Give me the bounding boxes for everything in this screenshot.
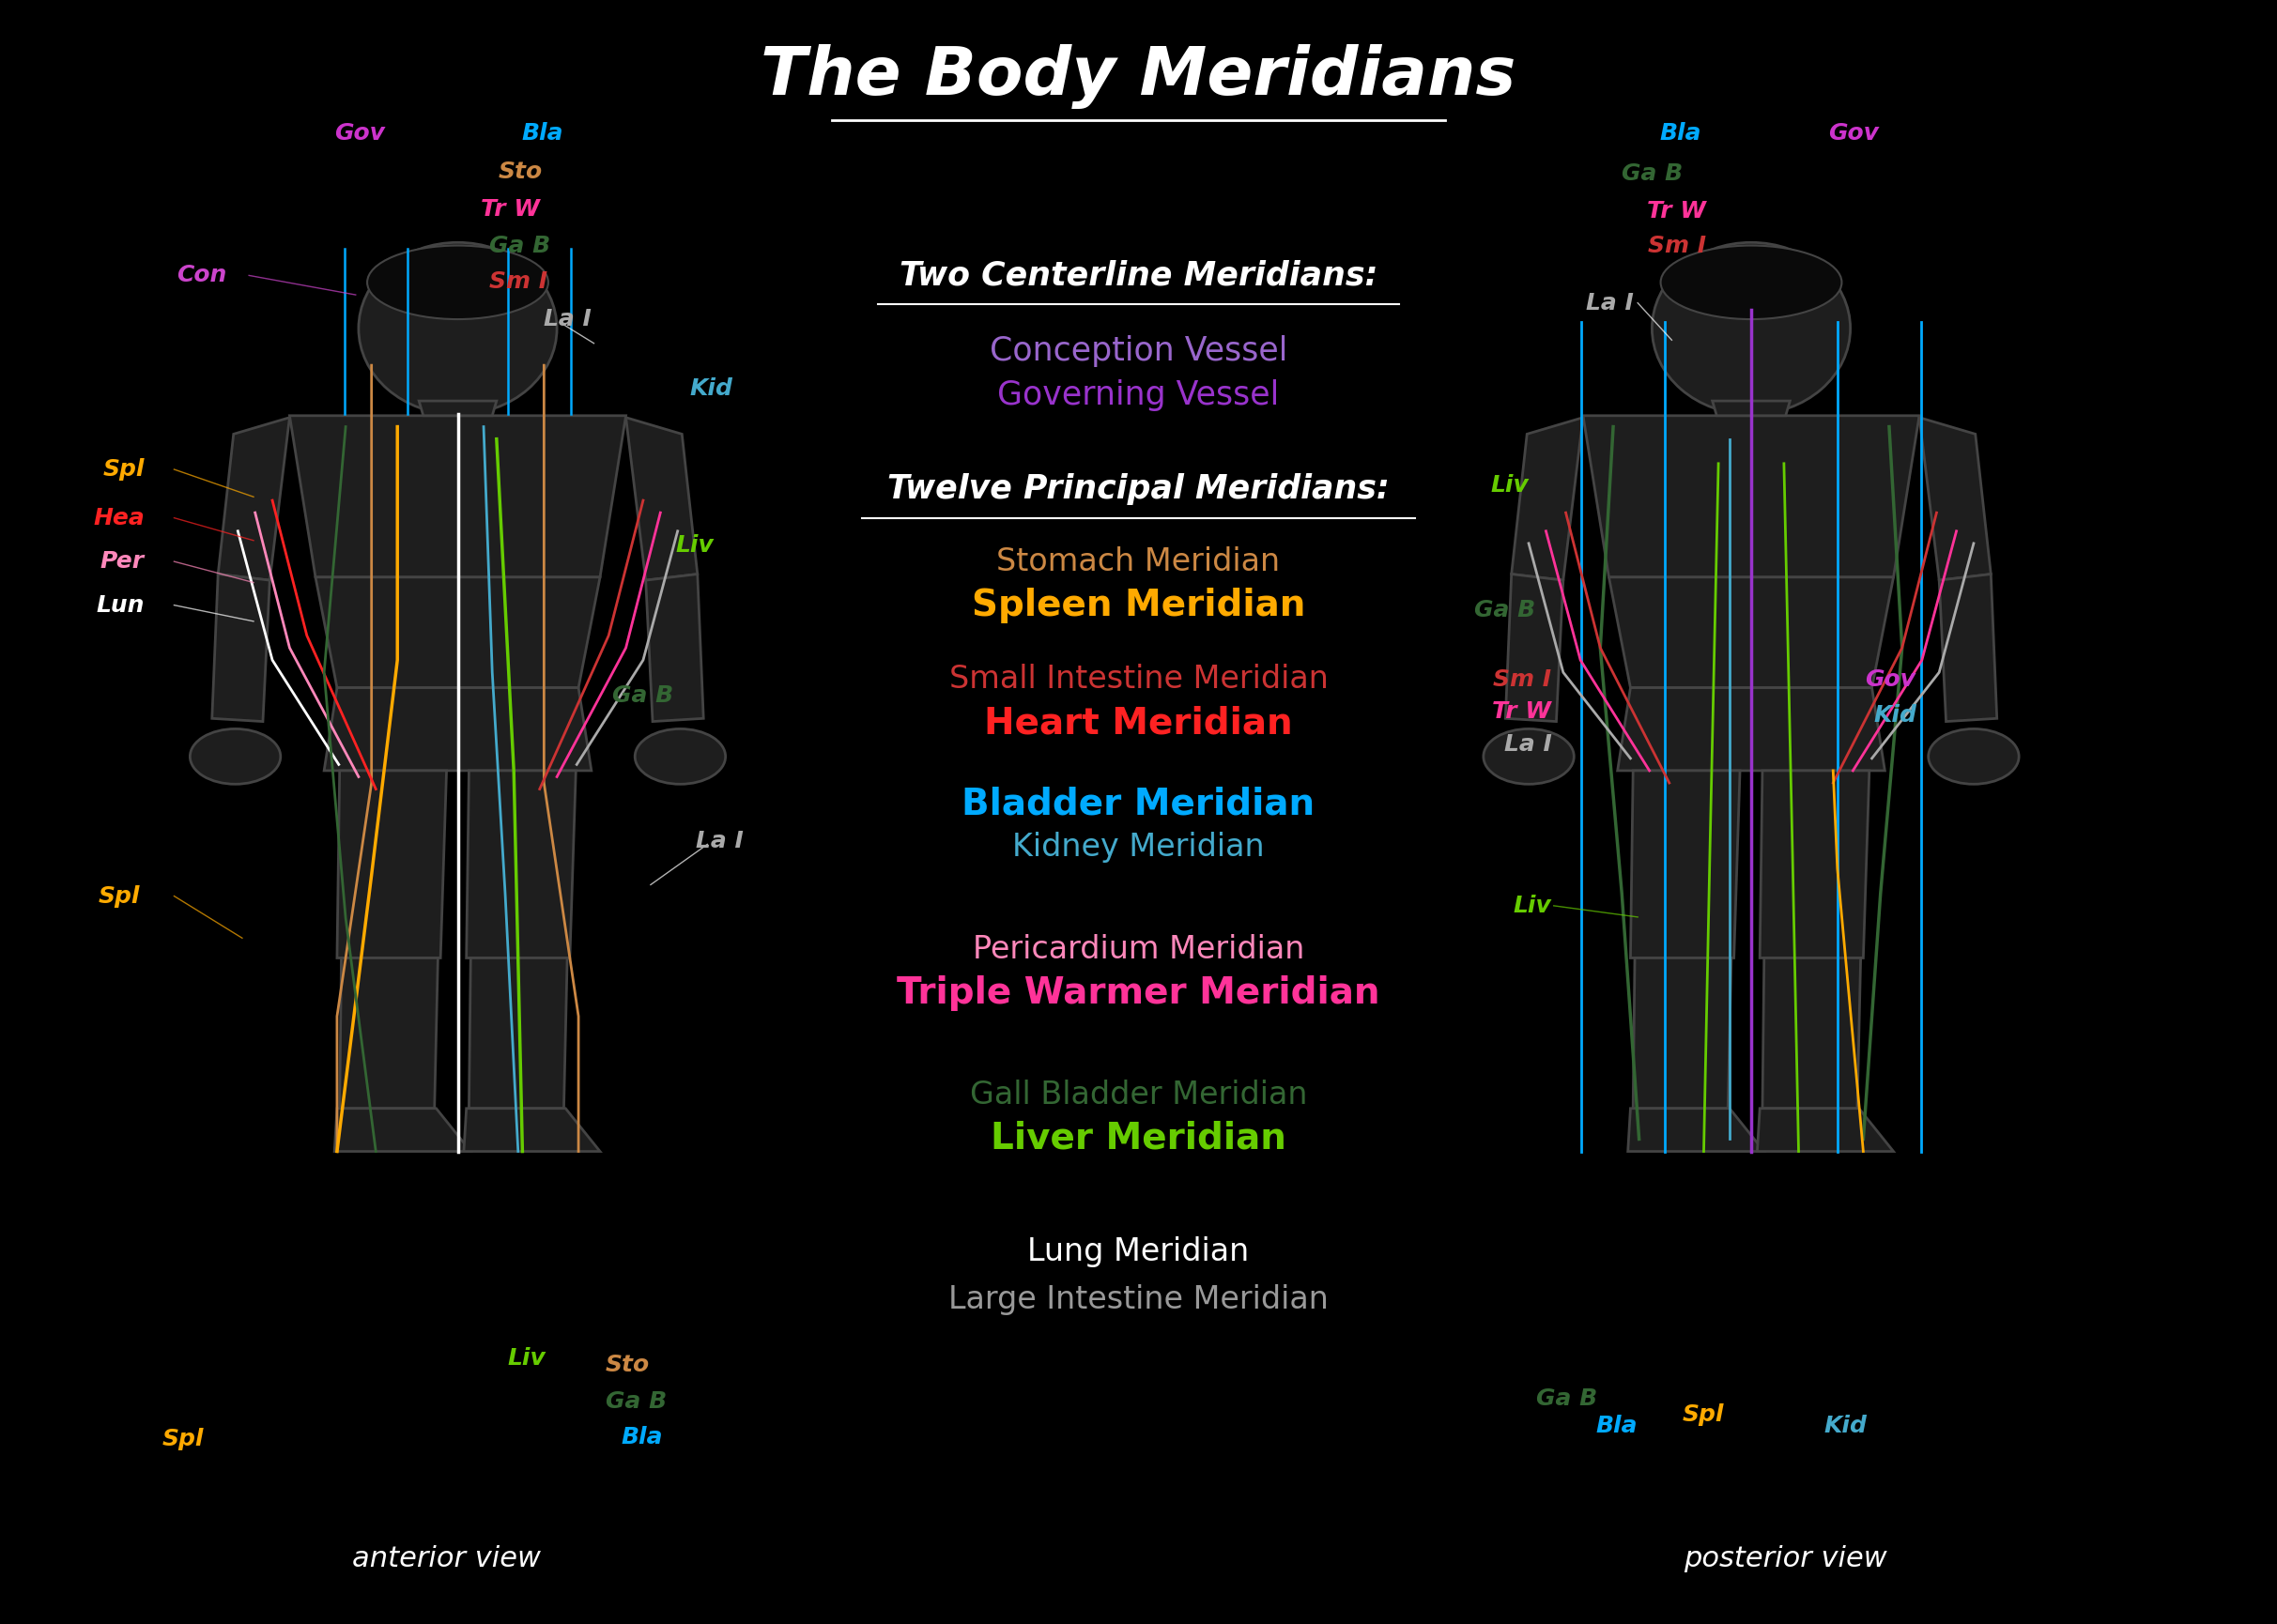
Polygon shape <box>1760 771 1869 958</box>
Text: Large Intestine Meridian: Large Intestine Meridian <box>950 1285 1327 1315</box>
Text: posterior view: posterior view <box>1683 1544 1888 1572</box>
Text: Triple Warmer Meridian: Triple Warmer Meridian <box>897 974 1380 1010</box>
Polygon shape <box>1628 1109 1765 1151</box>
Text: La I: La I <box>697 830 745 853</box>
Ellipse shape <box>1653 242 1851 414</box>
Ellipse shape <box>189 729 280 784</box>
Text: Ga B: Ga B <box>1621 162 1683 185</box>
Text: Sto: Sto <box>499 161 542 184</box>
Text: Kid: Kid <box>690 377 733 400</box>
Polygon shape <box>469 958 567 1109</box>
Text: Spl: Spl <box>98 885 141 908</box>
Text: Lun: Lun <box>96 594 146 617</box>
Ellipse shape <box>635 729 726 784</box>
Text: Spl: Spl <box>102 458 146 481</box>
Text: Small Intestine Meridian: Small Intestine Meridian <box>950 664 1327 695</box>
Polygon shape <box>626 417 697 580</box>
Text: Twelve Principal Meridians:: Twelve Principal Meridians: <box>888 473 1389 505</box>
Polygon shape <box>1762 958 1860 1109</box>
Ellipse shape <box>357 242 558 414</box>
Polygon shape <box>647 575 704 721</box>
Text: Kid: Kid <box>1874 703 1917 726</box>
Polygon shape <box>335 1109 471 1151</box>
Text: Kid: Kid <box>1824 1415 1867 1437</box>
Polygon shape <box>212 575 269 721</box>
Polygon shape <box>467 771 576 958</box>
Text: Hea: Hea <box>93 507 146 529</box>
Text: Spl: Spl <box>1683 1403 1724 1426</box>
Text: Liv: Liv <box>508 1346 546 1369</box>
Text: Sm I: Sm I <box>490 271 549 294</box>
Polygon shape <box>1583 416 1920 577</box>
Polygon shape <box>465 1109 601 1151</box>
Text: Liv: Liv <box>1514 895 1551 918</box>
Text: Sm I: Sm I <box>1494 667 1551 690</box>
Text: Bla: Bla <box>521 122 562 145</box>
Text: Liv: Liv <box>676 534 715 557</box>
Text: Gov: Gov <box>335 122 385 145</box>
Text: La I: La I <box>1585 292 1633 313</box>
Text: Stomach Meridian: Stomach Meridian <box>997 546 1280 577</box>
Ellipse shape <box>1482 729 1573 784</box>
Polygon shape <box>1512 417 1583 580</box>
Text: Liver Meridian: Liver Meridian <box>990 1121 1287 1156</box>
Text: Liv: Liv <box>1491 474 1528 497</box>
Polygon shape <box>1610 577 1894 687</box>
Text: Bla: Bla <box>622 1426 663 1449</box>
Polygon shape <box>1920 417 1990 580</box>
Text: Tr W: Tr W <box>480 198 540 221</box>
Ellipse shape <box>367 245 549 320</box>
Text: Kidney Meridian: Kidney Meridian <box>1013 831 1264 862</box>
Text: Bladder Meridian: Bladder Meridian <box>961 786 1316 822</box>
Text: Spl: Spl <box>162 1427 203 1450</box>
Polygon shape <box>219 417 289 580</box>
Text: Pericardium Meridian: Pericardium Meridian <box>972 934 1305 965</box>
Text: Gall Bladder Meridian: Gall Bladder Meridian <box>970 1080 1307 1111</box>
Text: La I: La I <box>544 309 592 330</box>
Text: Bla: Bla <box>1660 122 1701 145</box>
Polygon shape <box>337 771 446 958</box>
Polygon shape <box>289 416 626 577</box>
Text: Two Centerline Meridians:: Two Centerline Meridians: <box>899 260 1378 291</box>
Text: anterior view: anterior view <box>353 1544 540 1572</box>
Text: Sm I: Sm I <box>1649 235 1705 258</box>
Text: Bla: Bla <box>1596 1415 1637 1437</box>
Polygon shape <box>1712 401 1790 416</box>
Polygon shape <box>317 577 601 687</box>
Polygon shape <box>1505 575 1564 721</box>
Text: Heart Meridian: Heart Meridian <box>984 705 1293 741</box>
Text: Ga B: Ga B <box>606 1390 667 1413</box>
Text: Gov: Gov <box>1865 667 1915 690</box>
Text: Lung Meridian: Lung Meridian <box>1027 1236 1250 1267</box>
Text: Ga B: Ga B <box>1475 599 1535 622</box>
Polygon shape <box>323 687 592 771</box>
Text: Ga B: Ga B <box>1535 1387 1596 1410</box>
Text: Gov: Gov <box>1828 122 1879 145</box>
Polygon shape <box>339 958 437 1109</box>
Text: The Body Meridians: The Body Meridians <box>761 44 1516 109</box>
Ellipse shape <box>1660 245 1842 320</box>
Text: Governing Vessel: Governing Vessel <box>997 378 1280 411</box>
Text: Conception Vessel: Conception Vessel <box>990 336 1287 367</box>
Text: Sto: Sto <box>606 1353 649 1376</box>
Text: La I: La I <box>1503 732 1551 755</box>
Polygon shape <box>1940 575 1997 721</box>
Text: Ga B: Ga B <box>490 235 551 258</box>
Text: Tr W: Tr W <box>1491 700 1551 723</box>
Text: Ga B: Ga B <box>613 684 674 706</box>
Text: Spleen Meridian: Spleen Meridian <box>972 588 1305 624</box>
Polygon shape <box>1758 1109 1894 1151</box>
Text: Tr W: Tr W <box>1646 200 1705 222</box>
Polygon shape <box>1617 687 1885 771</box>
Text: Per: Per <box>100 551 146 573</box>
Polygon shape <box>1630 771 1740 958</box>
Text: Con: Con <box>175 265 225 287</box>
Ellipse shape <box>1929 729 2020 784</box>
Polygon shape <box>1633 958 1731 1109</box>
Polygon shape <box>419 401 496 416</box>
